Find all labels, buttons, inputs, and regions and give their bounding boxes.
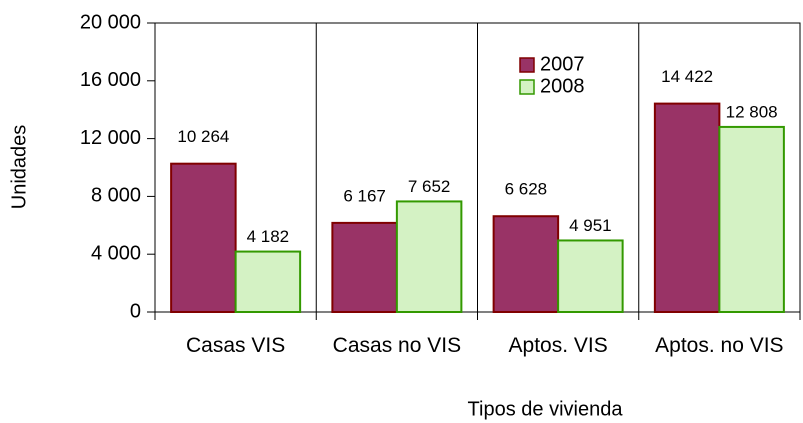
bar <box>170 162 237 313</box>
bar <box>234 250 302 313</box>
y-tick-label: 0 <box>130 300 141 322</box>
value-label: 4 182 <box>247 227 290 246</box>
value-label: 7 652 <box>408 177 451 196</box>
x-tick-label: Casas VIS <box>186 334 286 357</box>
y-tick-label: 20 000 <box>80 11 141 33</box>
x-tick-label: Aptos. no VIS <box>655 334 784 357</box>
y-tick-label: 4 000 <box>91 242 141 264</box>
y-tick-label: 12 000 <box>80 127 141 149</box>
value-label: 10 264 <box>177 127 229 146</box>
legend-label: 2008 <box>540 75 585 97</box>
y-tick-label: 16 000 <box>80 69 141 91</box>
y-tick-label: 8 000 <box>91 185 141 207</box>
value-label: 4 951 <box>569 216 612 235</box>
legend-swatch <box>519 57 535 73</box>
x-tick-label: Aptos. VIS <box>508 334 608 357</box>
value-label: 6 628 <box>505 180 548 199</box>
x-axis-title: Tipos de vivienda <box>468 398 624 420</box>
bar <box>395 200 463 314</box>
value-label: 12 808 <box>726 102 778 121</box>
value-label: 6 167 <box>343 186 386 205</box>
bar <box>492 215 560 313</box>
value-label: 14 422 <box>661 67 713 86</box>
y-axis-title: Unidades <box>8 125 30 210</box>
x-tick-label: Casas no VIS <box>332 334 462 357</box>
bar <box>718 125 785 314</box>
legend-label: 2007 <box>540 53 585 75</box>
bar <box>653 102 721 313</box>
legend-swatch <box>519 79 535 95</box>
bar <box>331 221 398 314</box>
bar <box>557 239 624 313</box>
